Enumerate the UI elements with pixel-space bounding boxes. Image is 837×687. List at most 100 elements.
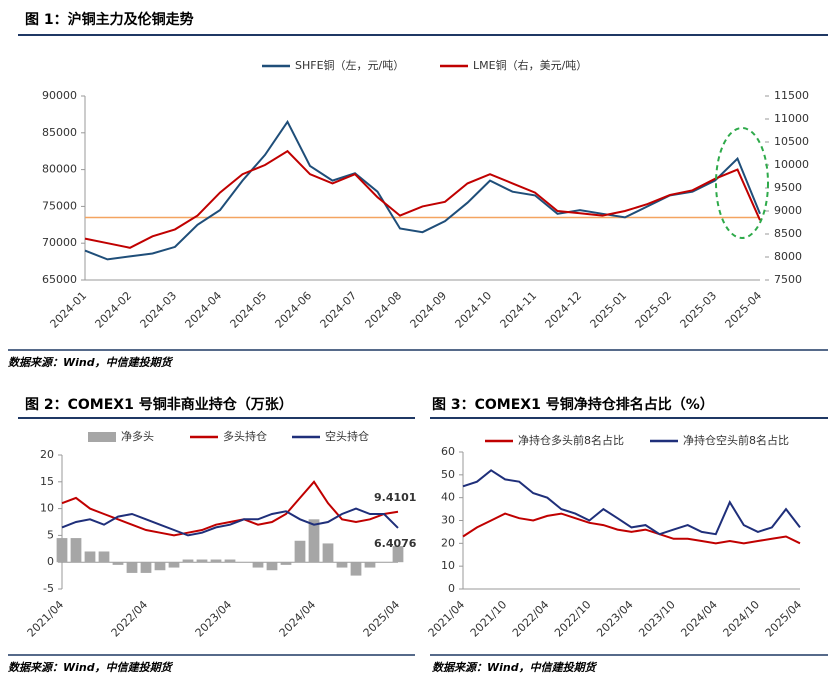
y-tick-label: 70000 bbox=[42, 236, 77, 249]
y-tick-label: 90000 bbox=[42, 89, 77, 102]
x-tick-label: 2021/04 bbox=[426, 598, 468, 640]
y-tick-label: -5 bbox=[43, 582, 54, 595]
bar bbox=[280, 562, 292, 565]
x-tick-label: 2022/04 bbox=[109, 598, 151, 640]
x-tick-label: 2024-08 bbox=[363, 289, 405, 331]
legend-label: 多头持仓 bbox=[223, 429, 267, 443]
legend-swatch bbox=[88, 432, 116, 442]
series-line bbox=[462, 469, 801, 536]
bar bbox=[126, 562, 138, 573]
x-tick-label: 2024-05 bbox=[228, 289, 270, 331]
bar bbox=[336, 562, 348, 568]
chart-title: 图 2：COMEX1 号铜非商业持仓（万张） bbox=[25, 396, 293, 413]
highlight-ellipse bbox=[715, 127, 769, 239]
data-label: 6.4076 bbox=[374, 537, 417, 550]
y-tick-label: 10 bbox=[441, 559, 455, 572]
x-tick-label: 2024/10 bbox=[721, 598, 763, 640]
y-tick-label: 10 bbox=[40, 502, 54, 515]
y2-tick-label: 10500 bbox=[774, 135, 809, 148]
y-tick-label: 65000 bbox=[42, 273, 77, 286]
x-tick-label: 2021/10 bbox=[468, 598, 510, 640]
x-tick-label: 2024-12 bbox=[543, 289, 585, 331]
bar bbox=[70, 538, 82, 563]
legend-label: 净持仓多头前8名占比 bbox=[518, 433, 624, 447]
y2-tick-label: 10000 bbox=[774, 158, 809, 171]
bar bbox=[224, 559, 236, 563]
x-tick-label: 2022/04 bbox=[510, 598, 552, 640]
x-tick-label: 2024-03 bbox=[138, 289, 180, 331]
bar bbox=[364, 562, 376, 568]
y-tick-label: 75000 bbox=[42, 199, 77, 212]
y-tick-label: 0 bbox=[448, 582, 455, 595]
bar bbox=[266, 562, 278, 571]
bar bbox=[294, 540, 306, 563]
bar bbox=[196, 559, 208, 563]
x-tick-label: 2025-01 bbox=[588, 289, 630, 331]
x-tick-label: 2024-02 bbox=[93, 289, 135, 331]
x-tick-label: 2024-11 bbox=[498, 289, 540, 331]
series-line bbox=[61, 507, 399, 537]
chart-title: 图 1：沪铜主力及伦铜走势 bbox=[25, 11, 194, 28]
bar bbox=[308, 519, 320, 563]
bar bbox=[182, 559, 194, 563]
y2-tick-label: 9500 bbox=[774, 181, 802, 194]
y-tick-label: 50 bbox=[441, 468, 455, 481]
bar bbox=[112, 562, 124, 565]
y2-tick-label: 8000 bbox=[774, 250, 802, 263]
x-tick-label: 2024-04 bbox=[183, 289, 225, 331]
legend-label: 净持仓空头前8名占比 bbox=[683, 433, 789, 447]
series-line bbox=[84, 149, 761, 249]
x-tick-label: 2024-01 bbox=[48, 289, 90, 331]
y-tick-label: 0 bbox=[47, 555, 54, 568]
y2-tick-label: 11500 bbox=[774, 89, 809, 102]
source-note: 数据来源：Wind，中信建投期货 bbox=[8, 356, 174, 369]
bar bbox=[154, 562, 166, 571]
bar bbox=[140, 562, 152, 573]
x-tick-label: 2025-03 bbox=[678, 289, 720, 331]
legend-label: LME铜（右，美元/吨） bbox=[473, 58, 587, 72]
y-tick-label: 30 bbox=[441, 514, 455, 527]
bar bbox=[168, 562, 180, 568]
bar bbox=[56, 538, 68, 563]
bar bbox=[98, 551, 110, 563]
y2-tick-label: 11000 bbox=[774, 112, 809, 125]
data-label: 9.4101 bbox=[374, 491, 416, 504]
bar bbox=[84, 551, 96, 563]
x-tick-label: 2023/10 bbox=[636, 598, 678, 640]
x-tick-label: 2025-02 bbox=[633, 289, 675, 331]
bar bbox=[350, 562, 362, 576]
y2-tick-label: 9000 bbox=[774, 204, 802, 217]
legend-label: SHFE铜（左，元/吨） bbox=[295, 58, 404, 72]
x-tick-label: 2023/04 bbox=[594, 598, 636, 640]
series-line bbox=[84, 119, 761, 261]
chart-title: 图 3：COMEX1 号铜净持仓排名占比（%） bbox=[432, 396, 714, 413]
y-tick-label: 85000 bbox=[42, 126, 77, 139]
x-tick-label: 2024-10 bbox=[453, 289, 495, 331]
x-tick-label: 2024/04 bbox=[277, 598, 319, 640]
series-line bbox=[462, 512, 801, 545]
series-line bbox=[61, 480, 399, 537]
y2-tick-label: 8500 bbox=[774, 227, 802, 240]
x-tick-label: 2024-07 bbox=[318, 289, 360, 331]
bar bbox=[392, 546, 404, 563]
y2-tick-label: 7500 bbox=[774, 273, 802, 286]
y-tick-label: 40 bbox=[441, 491, 455, 504]
x-tick-label: 2025/04 bbox=[361, 598, 403, 640]
x-tick-label: 2024-06 bbox=[273, 289, 315, 331]
y-tick-label: 15 bbox=[40, 475, 54, 488]
bar bbox=[210, 559, 222, 563]
legend-label: 空头持仓 bbox=[325, 429, 369, 443]
x-tick-label: 2022/10 bbox=[552, 598, 594, 640]
x-tick-label: 2025/04 bbox=[763, 598, 805, 640]
x-tick-label: 2021/04 bbox=[25, 598, 67, 640]
legend-label: 净多头 bbox=[121, 429, 154, 443]
source-note: 数据来源：Wind，中信建投期货 bbox=[8, 661, 174, 674]
y-tick-label: 20 bbox=[441, 536, 455, 549]
x-tick-label: 2025-04 bbox=[723, 289, 765, 331]
source-note: 数据来源：Wind，中信建投期货 bbox=[432, 661, 598, 674]
bar bbox=[252, 562, 264, 568]
y-tick-label: 5 bbox=[47, 528, 54, 541]
x-tick-label: 2023/04 bbox=[193, 598, 235, 640]
y-tick-label: 60 bbox=[441, 445, 455, 458]
